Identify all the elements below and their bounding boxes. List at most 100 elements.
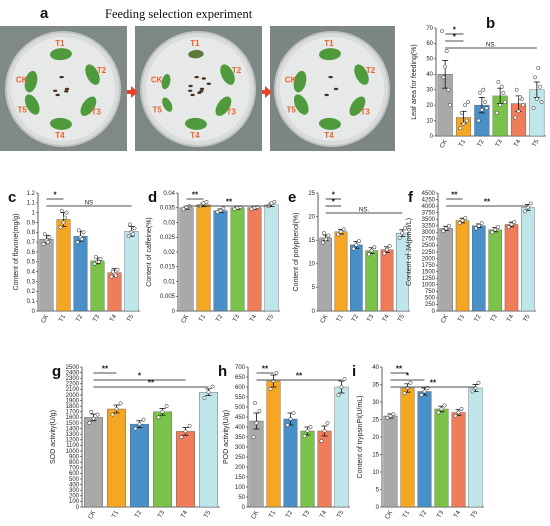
bar-t1 xyxy=(56,219,71,312)
data-point xyxy=(113,273,118,278)
insect xyxy=(333,87,339,91)
data-point xyxy=(249,207,254,212)
y-tick-label: 0 xyxy=(432,309,436,315)
insect xyxy=(328,75,333,79)
y-tick-label: 600 xyxy=(235,385,246,391)
data-point xyxy=(476,380,481,385)
insect xyxy=(206,82,212,85)
bar-t1 xyxy=(455,220,470,312)
data-point xyxy=(160,409,165,414)
y-tick-label: 1250 xyxy=(422,276,436,282)
data-point xyxy=(47,235,52,240)
y-axis-title: POD activity(U/g) xyxy=(223,410,230,464)
y-tick-label: 400 xyxy=(69,482,80,488)
x-tick-label-t4: T4 xyxy=(180,509,190,519)
y-tick-label: 0 xyxy=(32,309,36,315)
insect xyxy=(64,87,70,91)
data-point xyxy=(96,259,101,264)
panel-f-label: f xyxy=(408,189,414,206)
y-tick-label: 0.01 xyxy=(163,279,175,285)
data-point xyxy=(93,254,98,259)
insect xyxy=(197,91,202,94)
y-tick-label: 3000 xyxy=(422,230,436,236)
y-tick-label: 0 xyxy=(376,505,380,511)
data-point xyxy=(436,410,441,415)
y-tick-label: 5 xyxy=(312,285,316,291)
leaf xyxy=(293,94,309,115)
x-tick-label-ck: CK xyxy=(439,138,450,150)
panel-d-label: d xyxy=(148,189,157,206)
significance-label: ** xyxy=(226,198,233,207)
data-point xyxy=(444,226,449,231)
data-point xyxy=(204,199,209,204)
y-tick-label: 1000 xyxy=(422,283,436,289)
y-tick-label: 2000 xyxy=(422,256,436,262)
y-tick-label: 30 xyxy=(372,400,379,406)
data-point xyxy=(252,401,257,405)
data-point xyxy=(274,371,279,375)
data-point xyxy=(419,393,424,397)
y-tick-label: 4000 xyxy=(422,204,436,210)
bar-t5 xyxy=(468,387,483,508)
data-point xyxy=(126,234,131,239)
significance-label: * xyxy=(332,191,336,200)
leaf xyxy=(318,117,341,130)
significance-label: ** xyxy=(430,379,437,388)
chart-i: i 0 5 10 15 20 25 30 35 40 Content of trypsinPI(U/… xyxy=(352,363,484,520)
y-tick-label: 10 xyxy=(308,262,315,268)
x-tick-label-t5: T5 xyxy=(522,313,532,323)
data-point xyxy=(422,389,427,394)
data-point xyxy=(528,201,533,206)
x-tick-label-t1: T1 xyxy=(268,509,278,519)
data-point xyxy=(456,410,461,415)
bar-t3 xyxy=(434,408,449,508)
leaf xyxy=(184,117,207,130)
leaf xyxy=(220,64,235,85)
significance-label: ** xyxy=(192,191,199,200)
y-tick-label: 3500 xyxy=(422,217,436,223)
data-point xyxy=(61,220,66,225)
dish-floor xyxy=(11,37,115,141)
data-point xyxy=(502,100,507,105)
data-point xyxy=(501,90,506,95)
significance-label: ** xyxy=(148,379,155,388)
data-point xyxy=(387,243,392,248)
y-tick-label: 1.2 xyxy=(27,191,36,197)
leaf xyxy=(24,94,40,115)
dish-label-t5: T5 xyxy=(18,106,28,115)
bar-t4 xyxy=(317,430,332,508)
insect xyxy=(53,89,58,92)
bar-t5 xyxy=(521,207,535,312)
data-point xyxy=(402,391,407,396)
y-tick-label: 0 xyxy=(242,505,246,511)
y-tick-label: 15 xyxy=(308,238,315,244)
data-point xyxy=(514,87,519,92)
data-point xyxy=(481,87,486,92)
y-tick-label: 2300 xyxy=(66,376,80,382)
y-tick-label: 0 xyxy=(430,134,434,140)
data-point xyxy=(447,103,452,108)
data-point xyxy=(354,242,359,247)
bar-t2 xyxy=(73,236,88,312)
data-point xyxy=(215,210,220,215)
dish-label-t2: T2 xyxy=(366,66,376,75)
x-tick-label-t1: T1 xyxy=(457,313,467,323)
data-point xyxy=(459,110,464,115)
significance-label: ** xyxy=(262,365,269,374)
y-tick-label: 0.2 xyxy=(27,289,36,295)
data-point xyxy=(183,429,188,434)
dish-label-t4: T4 xyxy=(324,131,334,140)
y-tick-label: 2500 xyxy=(422,243,436,249)
dish-label-t5: T5 xyxy=(153,106,163,115)
x-tick-label-t2: T2 xyxy=(75,313,85,323)
y-tick-label: 0.6 xyxy=(27,250,36,256)
significance-label: * xyxy=(138,372,142,381)
data-point xyxy=(509,222,514,227)
dish-floor xyxy=(280,37,384,141)
y-tick-label: 300 xyxy=(69,488,80,494)
y-tick-label: 20 xyxy=(426,103,433,109)
data-point xyxy=(516,109,521,114)
y-tick-label: 1 xyxy=(32,210,36,216)
y-tick-label: 40 xyxy=(426,72,433,78)
data-point xyxy=(339,385,344,389)
